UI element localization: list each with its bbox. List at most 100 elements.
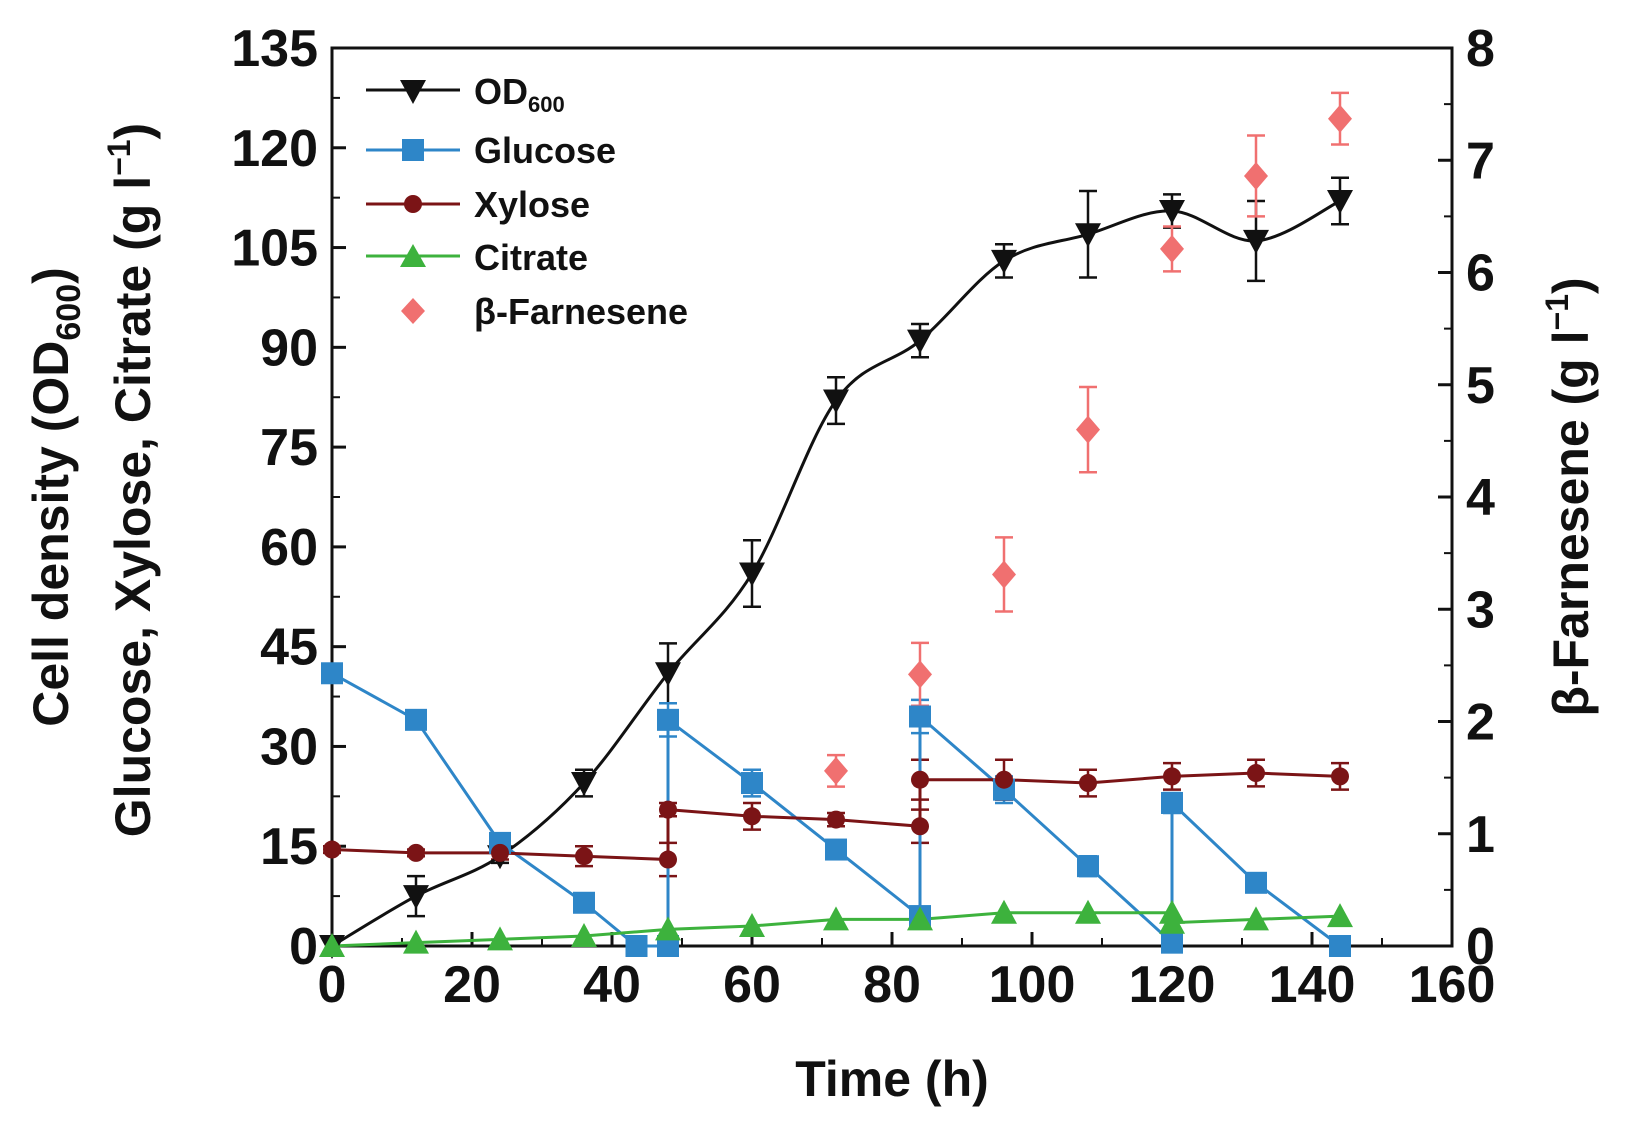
circle-marker xyxy=(323,840,341,859)
y-right-tick-label: 6 xyxy=(1466,245,1495,303)
y-left-tick-label: 0 xyxy=(289,918,318,976)
triangle-up-marker xyxy=(739,913,765,938)
triangle-up-icon xyxy=(400,244,426,267)
legend-item-citrate: Citrate xyxy=(366,237,588,278)
y-left-axis-title-line2: Glucose, Xylose, Citrate (g l−1) xyxy=(101,123,161,837)
triangle-up-marker xyxy=(907,906,933,931)
triangle-up-marker xyxy=(571,923,597,948)
circle-marker xyxy=(659,850,677,869)
triangle-down-marker xyxy=(655,662,681,687)
circle-marker xyxy=(743,807,761,826)
y-right-tick-label: 7 xyxy=(1466,132,1495,190)
x-tick-label: 160 xyxy=(1409,956,1496,1014)
triangle-up-marker xyxy=(991,899,1017,924)
square-marker xyxy=(1161,931,1183,954)
square-marker xyxy=(1329,935,1351,957)
square-marker xyxy=(909,705,931,728)
triangle-up-marker xyxy=(1327,903,1353,928)
x-tick-label: 0 xyxy=(318,956,347,1014)
square-marker xyxy=(405,708,427,731)
circle-marker xyxy=(911,817,929,836)
y-right-tick-label: 8 xyxy=(1466,20,1495,78)
y-right-axis-title: β-Farnesene (g l−1) xyxy=(1539,277,1599,716)
circle-marker xyxy=(911,770,929,789)
y-left-tick-label: 15 xyxy=(260,818,318,876)
y-left-tick-label: 135 xyxy=(231,20,318,78)
y-left-tick-label: 60 xyxy=(260,519,318,577)
triangle-up-marker xyxy=(823,906,849,931)
circle-marker xyxy=(995,770,1013,789)
legend-item-glucose: Glucose xyxy=(366,130,616,171)
triangle-up-marker xyxy=(1075,899,1101,924)
y-right-axis-title-superscript: −1 xyxy=(1539,294,1575,330)
plot-frame xyxy=(330,46,1454,948)
diamond-marker xyxy=(992,560,1016,589)
diamond-marker xyxy=(1328,104,1352,133)
legend-item-od600: OD600 xyxy=(366,71,565,117)
square-marker xyxy=(321,662,343,685)
y-right-tick-label: 3 xyxy=(1466,581,1495,639)
y-right-tick-label: 1 xyxy=(1466,806,1495,864)
x-tick-label: 40 xyxy=(583,956,641,1014)
triangle-up-marker xyxy=(319,933,345,957)
y-left-tick-label: 75 xyxy=(260,419,318,477)
square-marker xyxy=(1245,871,1267,894)
square-marker xyxy=(657,935,679,957)
square-marker xyxy=(657,708,679,731)
y-left-tick-label: 90 xyxy=(260,319,318,377)
legend-item-farnesene: β-Farnesene xyxy=(401,291,688,332)
circle-marker xyxy=(1079,774,1097,793)
y-right-tick-label: 5 xyxy=(1466,357,1495,415)
y-left-axis-title-subscript: 600 xyxy=(50,284,88,341)
y-right-tick-label: 2 xyxy=(1466,694,1495,752)
triangle-down-marker xyxy=(1159,199,1185,224)
legend-item-xylose: Xylose xyxy=(366,184,590,225)
triangle-down-icon xyxy=(400,80,426,104)
triangle-down-marker xyxy=(991,249,1017,274)
circle-icon xyxy=(404,195,422,213)
y-right-tick-label: 0 xyxy=(1466,918,1495,976)
triangle-up-marker xyxy=(1243,906,1269,931)
triangle-down-marker xyxy=(571,772,597,797)
x-axis-title: Time (h) xyxy=(795,1051,989,1107)
triangle-down-marker xyxy=(739,562,765,587)
legend-label-od600: OD600 xyxy=(474,71,565,117)
square-icon xyxy=(402,139,424,161)
diamond-marker xyxy=(1076,415,1100,444)
square-marker xyxy=(573,891,595,914)
diamond-marker xyxy=(824,756,848,785)
square-marker xyxy=(825,838,847,861)
circle-marker xyxy=(1331,767,1349,786)
y-left-axis-title-line1: Cell density (OD600) xyxy=(23,267,88,727)
circle-marker xyxy=(1163,767,1181,786)
x-tick-label: 140 xyxy=(1269,956,1356,1014)
y-left-axis-title-superscript: −1 xyxy=(101,139,137,175)
y-left-tick-label: 30 xyxy=(260,718,318,776)
circle-marker xyxy=(827,810,845,829)
triangle-up-marker xyxy=(1159,909,1185,934)
x-tick-label: 100 xyxy=(989,956,1076,1014)
x-tick-label: 20 xyxy=(443,956,501,1014)
x-tick-label: 80 xyxy=(863,956,921,1014)
y-left-tick-label: 105 xyxy=(231,220,318,278)
circle-marker xyxy=(1247,764,1265,783)
diamond-marker xyxy=(1244,161,1268,190)
legend-label-glucose: Glucose xyxy=(474,130,616,171)
square-marker xyxy=(1077,855,1099,878)
legend-label-farnesene: β-Farnesene xyxy=(474,291,688,332)
diamond-marker xyxy=(1160,234,1184,263)
triangle-up-marker xyxy=(403,929,429,954)
triangle-down-marker xyxy=(1327,189,1353,214)
legend-label-xylose: Xylose xyxy=(474,184,590,225)
circle-marker xyxy=(407,843,425,862)
square-marker xyxy=(741,772,763,795)
legend-label-citrate: Citrate xyxy=(474,237,588,278)
series-line-glucose xyxy=(331,671,1341,948)
triangle-down-marker xyxy=(403,885,429,910)
square-marker xyxy=(1161,791,1183,814)
triangle-up-marker xyxy=(487,926,513,951)
x-tick-label: 60 xyxy=(723,956,781,1014)
y-right-tick-label: 4 xyxy=(1466,469,1495,527)
y-left-tick-label: 45 xyxy=(260,619,318,677)
